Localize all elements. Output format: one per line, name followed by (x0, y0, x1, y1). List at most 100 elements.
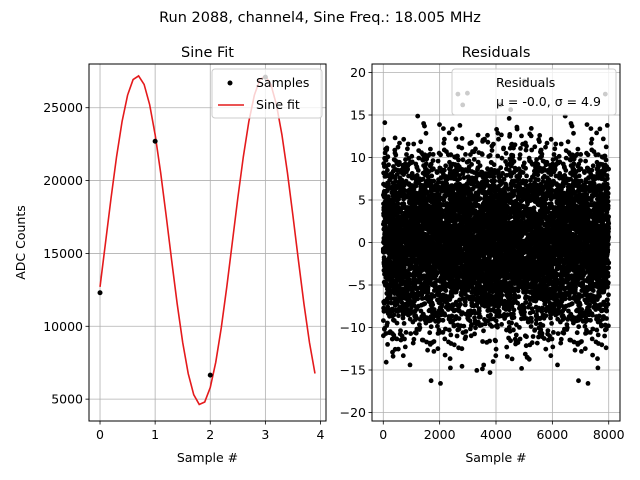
p1-xtick-label-1: 1 (151, 427, 159, 442)
residual-point (395, 346, 401, 352)
residual-point (429, 173, 435, 179)
residual-point (423, 130, 429, 136)
residual-point (395, 144, 401, 150)
residual-point (415, 113, 421, 119)
residual-point (392, 135, 398, 141)
residual-point (409, 153, 415, 159)
residual-point (403, 330, 409, 335)
residual-point (434, 170, 440, 176)
residual-point (411, 336, 417, 342)
residual-point (381, 318, 386, 323)
residual-point (409, 159, 415, 165)
residual-point (463, 329, 469, 334)
residual-point (407, 362, 413, 368)
residual-point (503, 150, 509, 156)
residual-point (499, 322, 504, 327)
residual-point (511, 159, 517, 164)
residual-point (475, 132, 481, 138)
residual-point (469, 140, 474, 146)
residual-point (411, 141, 417, 147)
residual-point (396, 313, 401, 319)
residual-point (463, 152, 468, 157)
sine-fit-x-axis-label: Sample # (177, 450, 238, 465)
residual-point (405, 167, 410, 172)
residual-point (459, 346, 465, 352)
residual-point (394, 172, 400, 177)
residual-point (463, 334, 469, 340)
sine-fit-axes-frame (88, 63, 327, 422)
residual-point (415, 296, 421, 302)
residual-point (518, 146, 523, 151)
p1-ytick-label-25000: 25000 (43, 100, 83, 115)
residual-point (443, 288, 449, 293)
residual-point (416, 155, 422, 161)
residual-point (440, 317, 446, 323)
residual-point (517, 152, 523, 158)
residual-point (459, 145, 465, 151)
residual-point (493, 318, 499, 324)
residual-point (450, 126, 455, 132)
residual-point (383, 359, 389, 365)
residual-point (461, 323, 467, 329)
residual-point (382, 120, 388, 126)
residual-point (493, 346, 499, 352)
residual-point (485, 132, 490, 138)
p1-ytick-label-5000: 5000 (51, 392, 83, 407)
residual-point (402, 344, 408, 350)
sine-fit-y-axis-label: ADC Counts (13, 205, 28, 280)
residual-point (510, 153, 516, 158)
residual-point (459, 363, 465, 369)
residual-point (456, 316, 462, 321)
residual-point (428, 324, 434, 330)
residual-point (385, 154, 391, 160)
residual-point (415, 292, 421, 298)
residual-point (397, 140, 402, 146)
residual-point (391, 312, 397, 318)
residual-point (398, 337, 404, 343)
residual-point (513, 332, 519, 338)
residual-point (438, 152, 443, 158)
sample-point (207, 372, 213, 378)
residual-point (446, 327, 452, 333)
residual-point (386, 181, 391, 187)
residual-point (427, 330, 433, 336)
residual-point (398, 328, 403, 333)
residual-point (448, 365, 453, 371)
residual-point (453, 136, 459, 142)
p1-xtick-label-0: 0 (96, 427, 104, 442)
residual-point (420, 157, 426, 163)
residual-point (481, 362, 487, 368)
residual-point (405, 146, 410, 152)
residual-point (473, 146, 478, 152)
residual-point (493, 338, 498, 344)
residual-point (414, 315, 419, 321)
residual-point (501, 145, 506, 151)
residual-point (487, 370, 493, 375)
residual-point (442, 336, 448, 342)
residual-point (519, 366, 524, 371)
residual-point (422, 123, 427, 129)
residual-point (512, 142, 518, 148)
residual-point (386, 162, 391, 168)
sample-point (97, 290, 103, 296)
residual-point (499, 132, 504, 138)
residual-point (414, 173, 420, 178)
residual-point (447, 356, 453, 362)
residual-point (458, 301, 463, 307)
sine-fit-title: Sine Fit (181, 45, 234, 61)
residual-point (381, 137, 386, 142)
residual-point (435, 346, 441, 352)
residual-point (496, 308, 502, 314)
residual-point (443, 163, 449, 169)
residual-point (511, 327, 516, 333)
residual-point (504, 344, 510, 350)
residual-point (477, 163, 483, 169)
residual-point (485, 139, 491, 145)
residual-point (516, 294, 522, 300)
figure-suptitle: Run 2088, channel4, Sine Freq.: 18.005 M… (159, 10, 481, 26)
residual-point (517, 336, 523, 342)
residual-point (437, 122, 442, 127)
residual-point (495, 324, 500, 330)
residual-point (454, 333, 460, 339)
